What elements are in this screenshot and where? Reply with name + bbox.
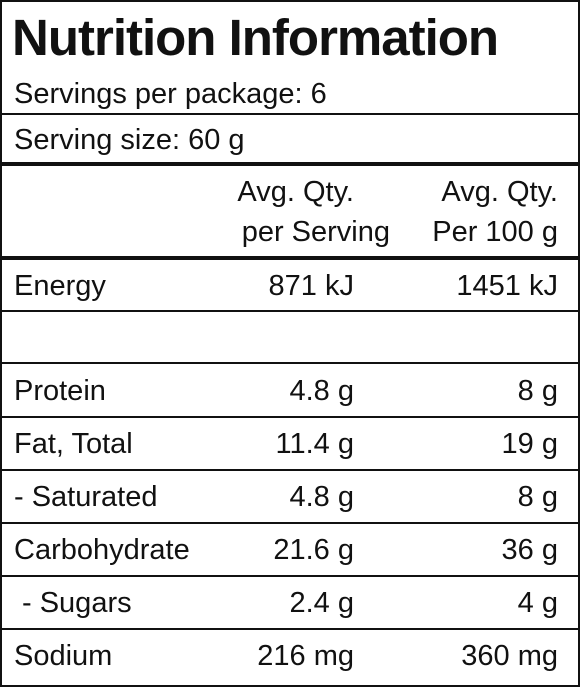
row-value: 871 kJ (268, 270, 354, 302)
row-value: 21.6 g (273, 534, 354, 566)
row-label: Carbohydrate (14, 534, 190, 566)
divider (2, 162, 578, 166)
row-label: - Saturated (14, 481, 158, 513)
title: Nutrition Information (12, 9, 499, 66)
divider (2, 575, 578, 577)
row-value: 11.4 g (275, 428, 354, 460)
row-value: 8 g (517, 481, 558, 513)
row-value: 4.8 g (289, 481, 355, 513)
divider (2, 628, 578, 630)
row-value: 19 g (501, 428, 558, 460)
row-value: 8 g (517, 375, 558, 407)
row-value: 1451 kJ (456, 270, 558, 302)
servings-per-package: Servings per package: 6 (14, 78, 327, 110)
row-value: 4 g (517, 587, 558, 619)
row-label: Energy (14, 270, 106, 302)
header-per-serving-2: per Serving (241, 216, 390, 248)
divider (2, 310, 578, 312)
header-per-serving-1: Avg. Qty. (237, 176, 354, 208)
row-label: Sodium (14, 640, 113, 672)
divider (2, 113, 578, 115)
serving-size: Serving size: 60 g (14, 124, 245, 156)
divider (2, 522, 578, 524)
divider (2, 256, 578, 260)
divider (2, 416, 578, 418)
row-value: 216 mg (257, 640, 354, 672)
row-value: 36 g (501, 534, 558, 566)
row-label: - Sugars (22, 587, 132, 619)
row-value: 4.8 g (289, 375, 355, 407)
row-label: Protein (14, 375, 106, 407)
divider (2, 469, 578, 471)
row-label: Fat, Total (14, 428, 133, 460)
header-per-100g-1: Avg. Qty. (441, 176, 558, 208)
row-value: 2.4 g (289, 587, 355, 619)
header-per-100g-2: Per 100 g (432, 216, 558, 248)
row-value: 360 mg (461, 640, 558, 672)
divider (2, 362, 578, 364)
